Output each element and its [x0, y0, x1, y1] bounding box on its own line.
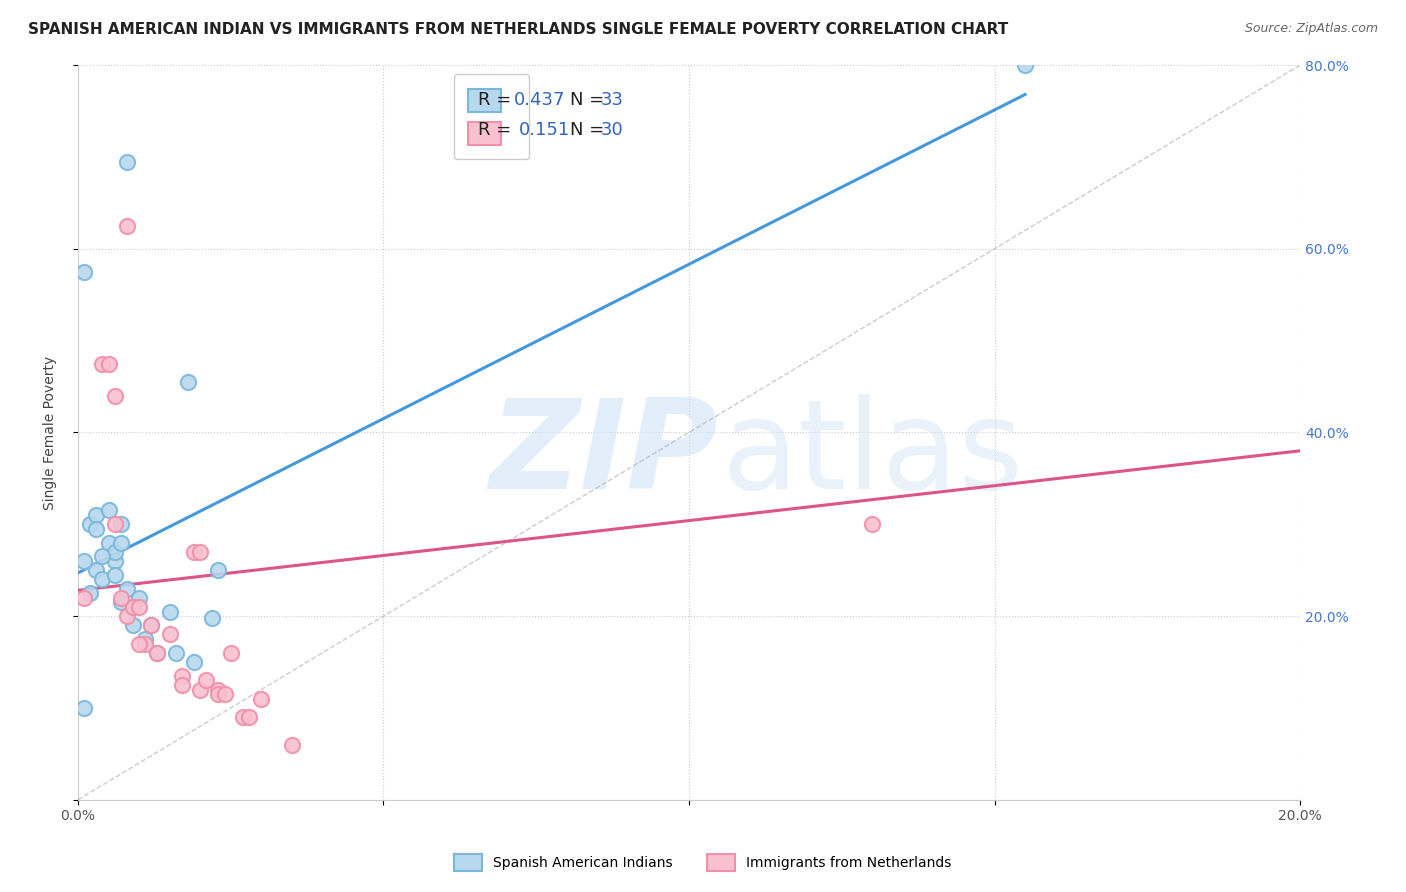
Point: [128, 637, 150, 651]
Point: [91, 357, 114, 371]
Point: [110, 591, 132, 605]
Text: R =: R =: [478, 120, 523, 139]
Point: [91, 549, 114, 564]
Point: [159, 627, 181, 641]
Text: 30: 30: [600, 120, 624, 139]
Point: [134, 632, 156, 646]
Point: [188, 682, 211, 697]
Text: N =: N =: [571, 91, 610, 109]
Point: [73, 701, 96, 715]
Point: [141, 618, 163, 632]
Point: [84, 563, 107, 577]
Point: [79, 517, 101, 532]
Point: [219, 646, 242, 660]
Point: [84, 522, 107, 536]
Point: [110, 535, 132, 549]
Point: [115, 582, 138, 596]
Point: [860, 517, 883, 532]
Point: [84, 508, 107, 522]
Point: [177, 375, 200, 389]
Point: [183, 545, 205, 559]
Point: [188, 545, 211, 559]
Point: [183, 655, 205, 669]
Text: 0.437: 0.437: [515, 91, 565, 109]
Point: [214, 687, 236, 701]
Y-axis label: Single Female Poverty: Single Female Poverty: [44, 355, 58, 509]
Text: R =: R =: [478, 91, 516, 109]
Point: [115, 219, 138, 233]
Point: [110, 517, 132, 532]
Point: [134, 637, 156, 651]
Point: [141, 618, 163, 632]
Point: [146, 646, 169, 660]
Point: [281, 738, 304, 752]
Point: [73, 554, 96, 568]
Point: [207, 563, 229, 577]
Point: [79, 586, 101, 600]
Point: [1014, 58, 1036, 72]
Point: [238, 710, 260, 724]
Point: [104, 389, 127, 403]
Point: [170, 678, 193, 692]
Point: [73, 591, 96, 605]
Point: [97, 503, 120, 517]
Point: [97, 535, 120, 549]
Text: 33: 33: [600, 91, 624, 109]
Point: [104, 517, 127, 532]
Point: [122, 599, 145, 614]
Text: SPANISH AMERICAN INDIAN VS IMMIGRANTS FROM NETHERLANDS SINGLE FEMALE POVERTY COR: SPANISH AMERICAN INDIAN VS IMMIGRANTS FR…: [28, 22, 1008, 37]
Text: Source: ZipAtlas.com: Source: ZipAtlas.com: [1244, 22, 1378, 36]
Point: [250, 691, 273, 706]
Point: [104, 545, 127, 559]
Point: [128, 599, 150, 614]
Point: [122, 618, 145, 632]
Point: [104, 554, 127, 568]
Point: [165, 646, 187, 660]
Point: [170, 669, 193, 683]
Point: [110, 595, 132, 609]
Point: [146, 646, 169, 660]
Point: [201, 611, 224, 625]
Point: [73, 265, 96, 279]
Point: [232, 710, 254, 724]
Point: [115, 609, 138, 624]
Point: [115, 154, 138, 169]
Point: [91, 573, 114, 587]
Text: ZIP: ZIP: [489, 394, 718, 515]
Point: [207, 687, 229, 701]
Point: [122, 599, 145, 614]
Text: 0.151: 0.151: [519, 120, 571, 139]
Point: [104, 567, 127, 582]
Legend: Spanish American Indians, Immigrants from Netherlands: Spanish American Indians, Immigrants fro…: [449, 848, 957, 876]
Point: [207, 682, 229, 697]
Point: [97, 357, 120, 371]
Point: [159, 605, 181, 619]
Text: N =: N =: [571, 120, 610, 139]
Point: [195, 673, 218, 688]
Point: [128, 591, 150, 605]
Text: atlas: atlas: [721, 394, 1024, 515]
Legend: , : ,: [454, 74, 530, 160]
